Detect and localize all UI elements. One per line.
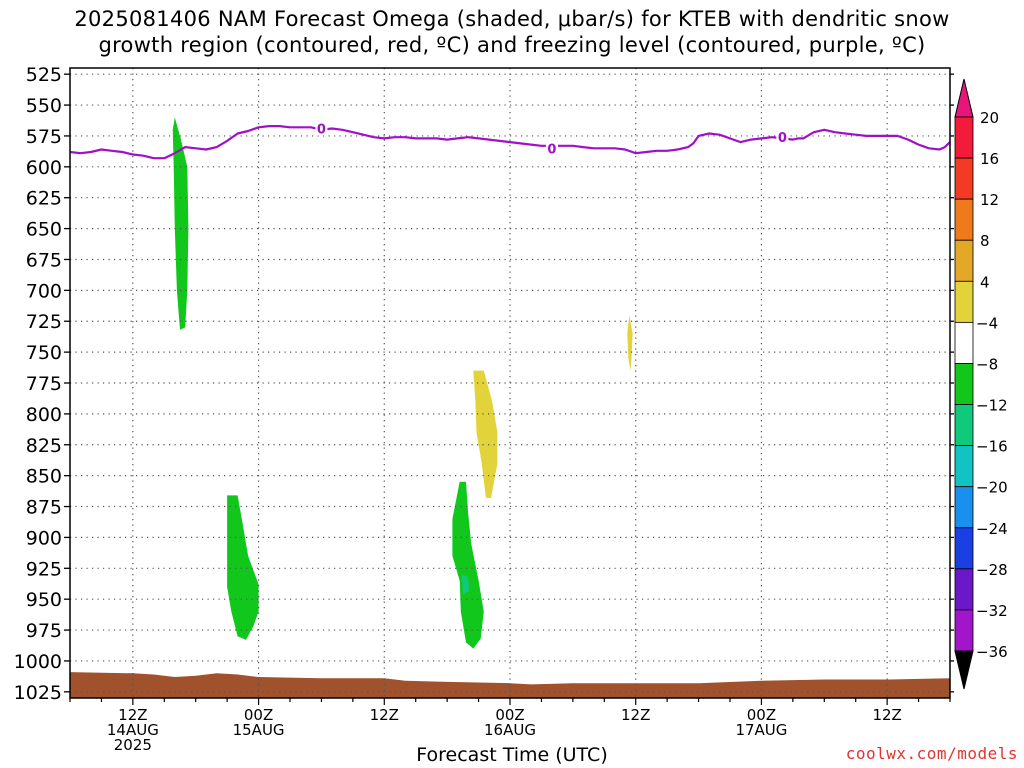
colorbar-segment-12: [954, 609, 974, 652]
colorbar-label-8: −16: [976, 438, 1008, 456]
y-tick-label-825: 825: [26, 435, 62, 457]
x-tick-label-6-2: 2025: [114, 736, 152, 754]
colorbar-segment-0: [954, 116, 974, 159]
colorbar-label-4: 4: [980, 273, 990, 291]
y-tick-label-625: 625: [26, 188, 62, 210]
colorbar-label-6: −8: [976, 355, 998, 373]
colorbar-label-11: −28: [976, 561, 1008, 579]
x-tick-label-30-0: 12Z: [370, 706, 399, 724]
chart-title-line1: 2025081406 NAM Forecast Omega (shaded, μ…: [74, 7, 950, 31]
freezing-level-label-3: 0: [778, 131, 787, 146]
x-axis-label: Forecast Time (UTC): [416, 744, 608, 766]
colorbar-bottom-arrow: [954, 650, 974, 690]
colorbar-top-arrow: [954, 78, 974, 118]
y-tick-label-550: 550: [26, 95, 62, 117]
omega-shading: [172, 117, 633, 649]
grid: [70, 68, 950, 698]
colorbar-label-5: −4: [976, 314, 998, 332]
y-tick-label-700: 700: [26, 280, 62, 302]
y-tick-label-775: 775: [26, 373, 62, 395]
freezing-level-line: [69, 125, 951, 160]
freezing-level-label-bg-1: [315, 121, 328, 136]
colorbar-segment-11: [954, 568, 974, 611]
y-tick-label-875: 875: [26, 497, 62, 519]
x-tick-label-42-0: 00Z: [495, 706, 524, 724]
y-tick-label-750: 750: [26, 342, 62, 364]
colorbar-segment-4: [954, 280, 974, 323]
chart-title: 2025081406 NAM Forecast Omega (shaded, μ…: [0, 6, 1024, 58]
freezing-level-label-bg-2: [545, 141, 558, 156]
omega-region-1: [172, 117, 189, 330]
colorbar-label-0: 20: [980, 109, 999, 127]
colorbar-segment-6: [954, 363, 974, 405]
chart-title-line2: growth region (contoured, red, ºC) and f…: [98, 33, 926, 57]
colorbar-segment-8: [954, 445, 974, 488]
colorbar-segment-2: [954, 198, 974, 241]
y-tick-label-975: 975: [26, 620, 62, 642]
colorbar-label-3: 8: [980, 232, 990, 250]
colorbar-segment-9: [954, 486, 974, 529]
colorbar-segment-7: [954, 404, 974, 447]
y-tick-label-950: 950: [26, 589, 62, 611]
omega-region-5: [473, 370, 498, 498]
y-tick-label-850: 850: [26, 466, 62, 488]
colorbar-segment-5: [954, 321, 974, 364]
colorbar-label-2: 12: [980, 191, 999, 209]
freezing-level-label-2: 0: [547, 142, 556, 157]
colorbar-label-13: −36: [976, 643, 1008, 661]
y-tick-label-525: 525: [26, 64, 62, 86]
y-tick-label-1025: 1025: [14, 682, 62, 704]
y-tick-label-1000: 1000: [14, 651, 62, 673]
colorbar-label-12: −32: [976, 602, 1008, 620]
freezing-level-label-bg-3: [776, 130, 789, 145]
x-tick-label-78-0: 12Z: [872, 706, 901, 724]
x-tick-label-18-0: 00Z: [244, 706, 273, 724]
colorbar-label-1: 16: [980, 150, 999, 168]
x-tick-label-66-0: 00Z: [747, 706, 776, 724]
y-axis: 525 550 575 600 625 650 675 700 725 750 775 800 825 8…: [14, 64, 954, 704]
colorbar-label-9: −20: [976, 479, 1008, 497]
colorbar-label-7: −12: [976, 397, 1008, 415]
credit-text: coolwx.com/models: [845, 744, 1018, 763]
x-tick-label-66-1: 17AUG: [735, 721, 787, 739]
colorbar-segment-10: [954, 527, 974, 570]
freezing-level-label-1: 0: [317, 123, 326, 138]
y-tick-label-600: 600: [26, 157, 62, 179]
y-tick-label-800: 800: [26, 404, 62, 426]
x-tick-label-54-0: 12Z: [621, 706, 650, 724]
y-tick-label-900: 900: [26, 527, 62, 549]
omega-region-2: [227, 495, 259, 640]
colorbar-segment-3: [954, 239, 974, 282]
colorbar-label-10: −24: [976, 520, 1008, 538]
colorbar: 20 16 12 8 4 −4 −8 −12 −16 −20 −24 −28 −32 −36: [954, 78, 1008, 690]
y-tick-label-575: 575: [26, 126, 62, 148]
omega-region-6: [627, 315, 633, 371]
omega-region-3: [452, 481, 484, 649]
y-tick-label-725: 725: [26, 311, 62, 333]
x-tick-label-18-1: 15AUG: [233, 721, 285, 739]
y-tick-label-650: 650: [26, 219, 62, 241]
x-tick-label-42-1: 16AUG: [484, 721, 536, 739]
omega-region-4: [461, 574, 470, 595]
colorbar-segment-1: [954, 157, 974, 200]
y-tick-label-925: 925: [26, 558, 62, 580]
y-tick-label-675: 675: [26, 249, 62, 271]
x-tick-label-6-1: 14AUG: [107, 721, 159, 739]
x-tick-label-6-0: 12Z: [118, 706, 147, 724]
